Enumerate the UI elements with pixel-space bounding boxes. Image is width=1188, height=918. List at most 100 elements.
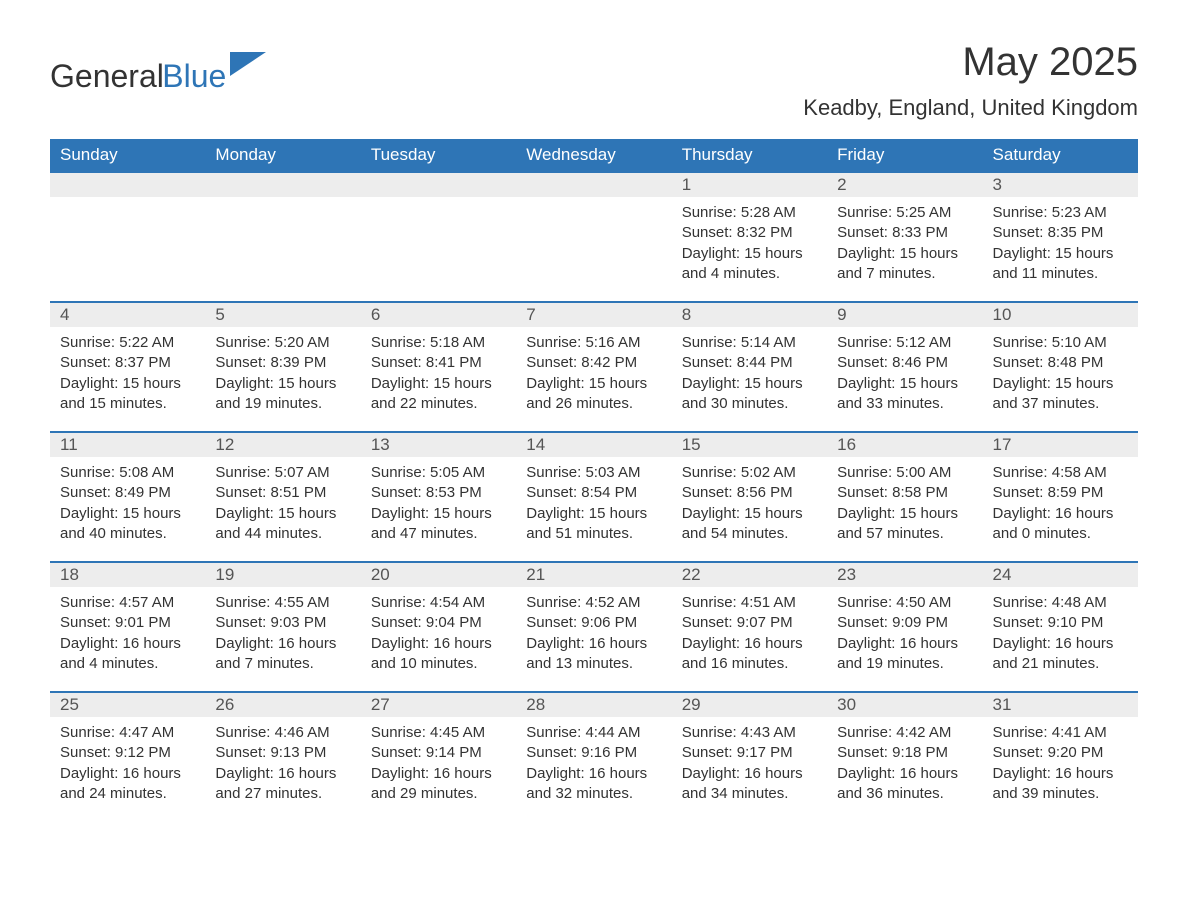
day-body: Sunrise: 4:52 AMSunset: 9:06 PMDaylight:…	[516, 587, 671, 688]
daylight-line: Daylight: 16 hours and 19 minutes.	[837, 634, 972, 675]
day-cell: 9Sunrise: 5:12 AMSunset: 8:46 PMDaylight…	[827, 303, 982, 431]
day-cell: 19Sunrise: 4:55 AMSunset: 9:03 PMDayligh…	[205, 563, 360, 691]
daylight-line: Daylight: 15 hours and 33 minutes.	[837, 374, 972, 415]
day-body: Sunrise: 4:42 AMSunset: 9:18 PMDaylight:…	[827, 717, 982, 818]
sunrise-line: Sunrise: 4:50 AM	[837, 593, 972, 613]
day-body: Sunrise: 5:16 AMSunset: 8:42 PMDaylight:…	[516, 327, 671, 428]
day-cell: 18Sunrise: 4:57 AMSunset: 9:01 PMDayligh…	[50, 563, 205, 691]
daylight-line: Daylight: 15 hours and 11 minutes.	[993, 244, 1128, 285]
sunrise-line: Sunrise: 5:08 AM	[60, 463, 195, 483]
sunrise-line: Sunrise: 4:42 AM	[837, 723, 972, 743]
daylight-line: Daylight: 15 hours and 15 minutes.	[60, 374, 195, 415]
day-number: 14	[516, 433, 671, 457]
day-cell: 3Sunrise: 5:23 AMSunset: 8:35 PMDaylight…	[983, 173, 1138, 301]
day-number: 19	[205, 563, 360, 587]
sunrise-line: Sunrise: 5:10 AM	[993, 333, 1128, 353]
day-cell: 17Sunrise: 4:58 AMSunset: 8:59 PMDayligh…	[983, 433, 1138, 561]
sunrise-line: Sunrise: 4:54 AM	[371, 593, 506, 613]
day-number: 18	[50, 563, 205, 587]
logo-triangle-icon	[230, 52, 266, 76]
day-number: 13	[361, 433, 516, 457]
daylight-line: Daylight: 15 hours and 37 minutes.	[993, 374, 1128, 415]
calendar: SundayMondayTuesdayWednesdayThursdayFrid…	[50, 139, 1138, 821]
day-body	[516, 197, 671, 277]
day-number	[361, 173, 516, 197]
day-cell	[516, 173, 671, 301]
day-body: Sunrise: 4:47 AMSunset: 9:12 PMDaylight:…	[50, 717, 205, 818]
day-number: 25	[50, 693, 205, 717]
sunrise-line: Sunrise: 4:47 AM	[60, 723, 195, 743]
sunset-line: Sunset: 9:16 PM	[526, 743, 661, 763]
daylight-line: Daylight: 15 hours and 47 minutes.	[371, 504, 506, 545]
sunrise-line: Sunrise: 5:28 AM	[682, 203, 817, 223]
sunrise-line: Sunrise: 4:46 AM	[215, 723, 350, 743]
day-cell: 1Sunrise: 5:28 AMSunset: 8:32 PMDaylight…	[672, 173, 827, 301]
sunrise-line: Sunrise: 4:45 AM	[371, 723, 506, 743]
daylight-line: Daylight: 15 hours and 4 minutes.	[682, 244, 817, 285]
daylight-line: Daylight: 16 hours and 34 minutes.	[682, 764, 817, 805]
day-number: 4	[50, 303, 205, 327]
day-number: 8	[672, 303, 827, 327]
daylight-line: Daylight: 16 hours and 13 minutes.	[526, 634, 661, 675]
day-number: 9	[827, 303, 982, 327]
day-body: Sunrise: 5:08 AMSunset: 8:49 PMDaylight:…	[50, 457, 205, 558]
day-body: Sunrise: 5:14 AMSunset: 8:44 PMDaylight:…	[672, 327, 827, 428]
daylight-line: Daylight: 16 hours and 24 minutes.	[60, 764, 195, 805]
daylight-line: Daylight: 16 hours and 0 minutes.	[993, 504, 1128, 545]
sunset-line: Sunset: 8:53 PM	[371, 483, 506, 503]
sunset-line: Sunset: 8:51 PM	[215, 483, 350, 503]
weekday-header: Monday	[205, 139, 360, 171]
day-body: Sunrise: 5:20 AMSunset: 8:39 PMDaylight:…	[205, 327, 360, 428]
week-row: 25Sunrise: 4:47 AMSunset: 9:12 PMDayligh…	[50, 691, 1138, 821]
sunset-line: Sunset: 8:54 PM	[526, 483, 661, 503]
sunrise-line: Sunrise: 5:12 AM	[837, 333, 972, 353]
day-cell: 15Sunrise: 5:02 AMSunset: 8:56 PMDayligh…	[672, 433, 827, 561]
daylight-line: Daylight: 15 hours and 22 minutes.	[371, 374, 506, 415]
day-number: 28	[516, 693, 671, 717]
sunrise-line: Sunrise: 5:25 AM	[837, 203, 972, 223]
day-cell: 30Sunrise: 4:42 AMSunset: 9:18 PMDayligh…	[827, 693, 982, 821]
location-label: Keadby, England, United Kingdom	[803, 95, 1138, 121]
daylight-line: Daylight: 16 hours and 29 minutes.	[371, 764, 506, 805]
day-cell	[50, 173, 205, 301]
day-body: Sunrise: 4:45 AMSunset: 9:14 PMDaylight:…	[361, 717, 516, 818]
daylight-line: Daylight: 15 hours and 51 minutes.	[526, 504, 661, 545]
sunrise-line: Sunrise: 4:52 AM	[526, 593, 661, 613]
sunrise-line: Sunrise: 4:43 AM	[682, 723, 817, 743]
weekday-header: Tuesday	[361, 139, 516, 171]
sunset-line: Sunset: 8:56 PM	[682, 483, 817, 503]
header: General Blue May 2025 Keadby, England, U…	[50, 40, 1138, 121]
day-body	[205, 197, 360, 277]
weekday-header: Saturday	[983, 139, 1138, 171]
sunset-line: Sunset: 9:06 PM	[526, 613, 661, 633]
day-cell: 7Sunrise: 5:16 AMSunset: 8:42 PMDaylight…	[516, 303, 671, 431]
day-body: Sunrise: 4:54 AMSunset: 9:04 PMDaylight:…	[361, 587, 516, 688]
daylight-line: Daylight: 16 hours and 27 minutes.	[215, 764, 350, 805]
sunrise-line: Sunrise: 5:03 AM	[526, 463, 661, 483]
sunset-line: Sunset: 9:13 PM	[215, 743, 350, 763]
daylight-line: Daylight: 15 hours and 44 minutes.	[215, 504, 350, 545]
day-body: Sunrise: 4:50 AMSunset: 9:09 PMDaylight:…	[827, 587, 982, 688]
day-cell: 22Sunrise: 4:51 AMSunset: 9:07 PMDayligh…	[672, 563, 827, 691]
day-body: Sunrise: 5:22 AMSunset: 8:37 PMDaylight:…	[50, 327, 205, 428]
day-cell: 13Sunrise: 5:05 AMSunset: 8:53 PMDayligh…	[361, 433, 516, 561]
daylight-line: Daylight: 15 hours and 57 minutes.	[837, 504, 972, 545]
day-body: Sunrise: 5:23 AMSunset: 8:35 PMDaylight:…	[983, 197, 1138, 298]
daylight-line: Daylight: 15 hours and 26 minutes.	[526, 374, 661, 415]
sunset-line: Sunset: 9:10 PM	[993, 613, 1128, 633]
day-cell	[361, 173, 516, 301]
sunrise-line: Sunrise: 4:41 AM	[993, 723, 1128, 743]
day-cell: 20Sunrise: 4:54 AMSunset: 9:04 PMDayligh…	[361, 563, 516, 691]
day-cell	[205, 173, 360, 301]
daylight-line: Daylight: 16 hours and 21 minutes.	[993, 634, 1128, 675]
day-number	[50, 173, 205, 197]
weekday-header: Sunday	[50, 139, 205, 171]
sunrise-line: Sunrise: 5:07 AM	[215, 463, 350, 483]
sunset-line: Sunset: 9:03 PM	[215, 613, 350, 633]
sunset-line: Sunset: 8:44 PM	[682, 353, 817, 373]
day-body: Sunrise: 5:18 AMSunset: 8:41 PMDaylight:…	[361, 327, 516, 428]
day-body: Sunrise: 4:58 AMSunset: 8:59 PMDaylight:…	[983, 457, 1138, 558]
day-number: 5	[205, 303, 360, 327]
day-body: Sunrise: 4:43 AMSunset: 9:17 PMDaylight:…	[672, 717, 827, 818]
sunset-line: Sunset: 8:37 PM	[60, 353, 195, 373]
